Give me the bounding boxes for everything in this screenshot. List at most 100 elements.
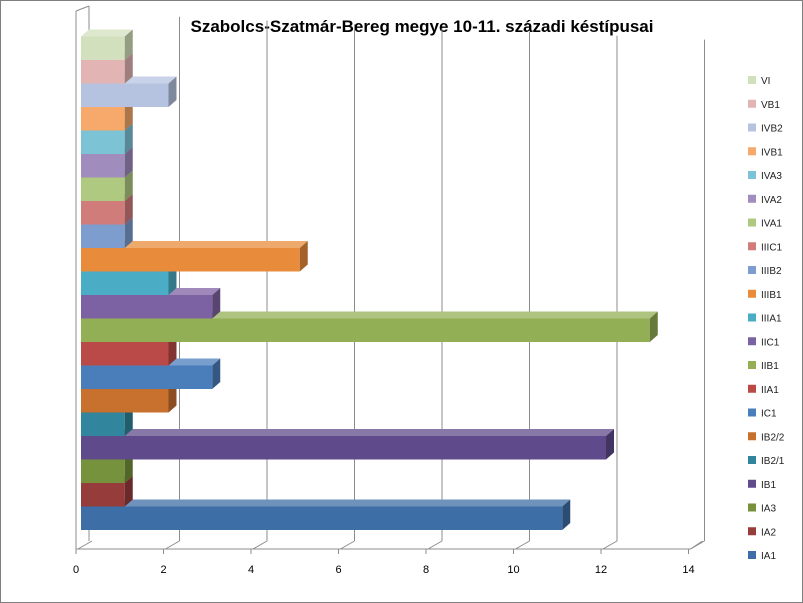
bar-side-face (168, 76, 177, 107)
bar-front-face (81, 506, 563, 530)
bar-front-face (81, 154, 125, 178)
legend-item: VI (748, 76, 770, 87)
bar-side-face (212, 288, 221, 319)
legend-label: IA1 (761, 551, 776, 562)
legend-swatch (748, 337, 756, 346)
legend-label: IB2/2 (761, 432, 785, 443)
legend-label: IIA1 (761, 385, 779, 396)
legend-swatch (748, 242, 756, 251)
bar-front-face (81, 130, 125, 154)
bar-vi (81, 29, 133, 60)
floor-gridline (165, 540, 180, 550)
legend-item: IIIC1 (748, 242, 783, 253)
legend-item: IIIB2 (748, 266, 782, 277)
legend-item: IB2/2 (748, 432, 785, 443)
x-tick-label: 12 (595, 564, 607, 576)
bar-front-face (81, 436, 606, 460)
legend-item: IIB1 (748, 361, 779, 372)
legend-label: IVA3 (761, 171, 782, 182)
bar-side-face (168, 382, 177, 413)
legend-item: IA3 (748, 503, 776, 515)
bar-top-face (81, 241, 308, 248)
x-tick-label: 2 (160, 564, 166, 576)
bar-front-face (81, 83, 169, 107)
floor-gridline (602, 540, 618, 550)
legend-item: IVA1 (748, 218, 782, 230)
legend-swatch (748, 503, 756, 512)
bar-front-face (81, 318, 650, 342)
bar-side-face (124, 194, 133, 225)
bar-side-face (212, 358, 221, 389)
bar-side-face (124, 476, 133, 507)
bar-top-face (81, 29, 133, 37)
bar-front-face (81, 107, 125, 131)
legend-label: VB1 (761, 100, 780, 111)
bar-front-face (81, 483, 125, 507)
bar-front-face (81, 36, 125, 60)
bar-iib1 (81, 311, 658, 342)
bar-front-face (81, 60, 125, 84)
bar-side-face (124, 147, 133, 178)
legend-item: IC1 (748, 408, 777, 420)
legend-swatch (748, 218, 756, 227)
bar-top-face (81, 311, 658, 319)
bar-side-face (562, 499, 571, 530)
bar-side-face (124, 100, 133, 131)
legend-item: IIA1 (748, 384, 779, 396)
bar-side-face (168, 335, 177, 366)
x-tick-label: 8 (423, 564, 429, 576)
legend-swatch (748, 123, 756, 132)
legend-item: IVB1 (748, 147, 783, 158)
bar-front-face (81, 365, 213, 389)
bar-front-face (81, 295, 213, 319)
legend-label: IIIB1 (761, 290, 782, 301)
bar-top-face (81, 499, 571, 507)
floor-gridline (427, 540, 443, 550)
legend-label: IVA2 (761, 195, 782, 206)
bars (81, 29, 658, 530)
legend-swatch (748, 76, 756, 84)
legend-swatch (748, 527, 756, 536)
legend-label: IVB2 (761, 124, 783, 135)
bar-side-face (649, 311, 658, 342)
x-tick-label: 4 (248, 564, 254, 576)
legend-label: VI (761, 76, 770, 87)
bar-front-face (81, 248, 300, 272)
legend-label: IIC1 (761, 337, 780, 348)
bar-front-face (81, 271, 169, 295)
top-wall-edge (75, 5, 90, 12)
legend-item: VB1 (748, 99, 780, 111)
x-tick-label: 10 (507, 564, 519, 576)
legend-label: IA2 (761, 527, 776, 538)
legend-swatch (748, 408, 756, 417)
legend-swatch (748, 147, 756, 156)
x-tick-label: 6 (335, 564, 341, 576)
legend-item: IIIA1 (748, 313, 782, 325)
legend-swatch (748, 551, 756, 559)
legend-label: IIIC1 (761, 242, 783, 253)
floor-gridline (340, 540, 355, 550)
legend-item: IVB2 (748, 123, 783, 135)
bar-front-face (81, 224, 125, 248)
legend-label: IVA1 (761, 219, 782, 230)
bar-front-face (81, 177, 125, 201)
legend-label: IA3 (761, 504, 776, 515)
floor-gridline (77, 540, 93, 550)
bar-side-face (124, 29, 133, 60)
x-tick-label: 0 (73, 564, 79, 576)
bar-front-face (81, 389, 169, 413)
legend-item: IVA2 (748, 194, 782, 206)
legend-label: IIB1 (761, 361, 779, 372)
bar-ib1 (81, 429, 614, 460)
legend-swatch (748, 194, 756, 203)
bar-side-face (606, 429, 614, 460)
x-tick-label: 14 (682, 564, 694, 576)
legend-item: IA2 (748, 527, 776, 538)
legend-swatch (748, 289, 756, 298)
bar-iiib1 (81, 241, 308, 272)
legend-swatch (748, 479, 756, 488)
floor-gridline (252, 540, 268, 550)
floor-gridline (515, 540, 530, 550)
legend-item: IVA3 (748, 171, 782, 182)
